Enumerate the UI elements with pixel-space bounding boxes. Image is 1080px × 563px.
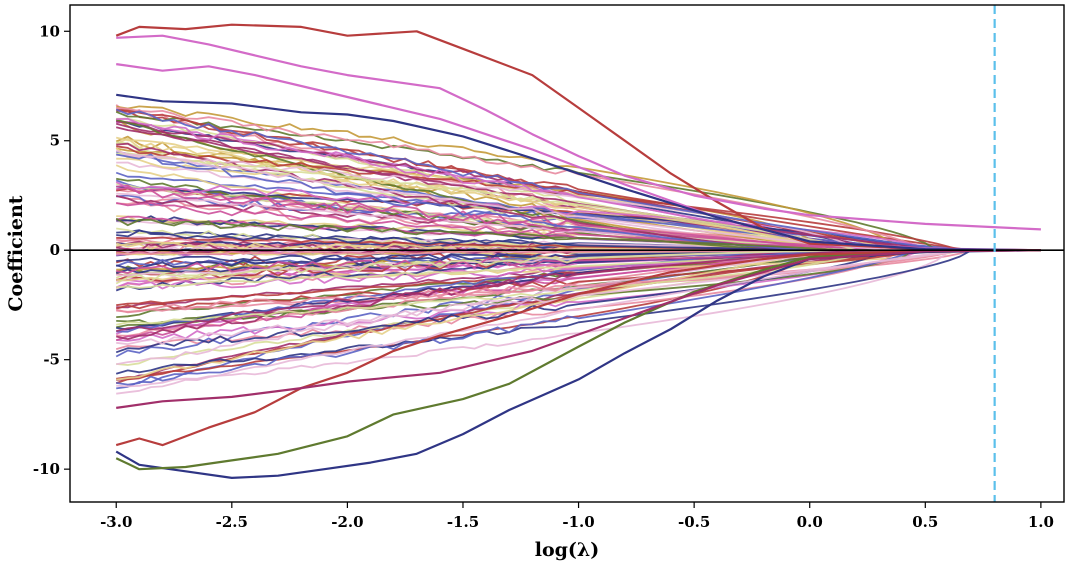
coefficient-path-bottom-4 <box>116 249 1041 409</box>
y-tick-label: 0 <box>50 241 60 259</box>
coefficient-path <box>115 108 1041 252</box>
x-tick-label: -3.0 <box>100 513 132 531</box>
x-tick-label: -1.5 <box>447 513 479 531</box>
y-tick-label: -10 <box>33 460 60 478</box>
coefficient-path-top-2 <box>116 34 1041 231</box>
y-axis-title: Coefficient <box>5 195 27 311</box>
x-tick-label: -1.0 <box>562 513 594 531</box>
y-tick-label: -5 <box>43 351 60 369</box>
coefficient-path-bottom-1 <box>115 249 1041 479</box>
coefficient-path <box>115 181 1041 252</box>
x-tick-label: -2.5 <box>216 513 248 531</box>
axis-ticks: -3.0 -2.5 -2.0 -1.5 -1.0 -0.5 0.0 0.5 1.0 10 5 0 -5 -… <box>33 22 1054 531</box>
y-tick-label: 10 <box>39 22 60 40</box>
x-tick-label: -0.5 <box>678 513 710 531</box>
x-tick-label: 1.0 <box>1028 513 1054 531</box>
coefficient-path <box>116 249 1041 388</box>
coefficient-path <box>116 145 1041 252</box>
x-tick-label: 0.5 <box>912 513 938 531</box>
coefficient-path <box>115 249 1041 375</box>
coefficient-path-top-4 <box>116 93 1041 252</box>
coefficient-path <box>116 249 1041 345</box>
x-tick-label: -2.0 <box>331 513 363 531</box>
x-axis-title: log(λ) <box>535 539 599 561</box>
key-coefficient-paths <box>115 23 1041 479</box>
coefficient-path <box>115 249 1041 314</box>
x-axis-title-text: log(λ) <box>535 539 599 561</box>
plot-frame <box>69 4 1065 503</box>
coefficient-path-bottom-3 <box>115 249 1041 447</box>
coefficient-path <box>116 109 1041 252</box>
coefficient-path-bottom-2 <box>115 249 1041 471</box>
x-tick-label: 0.0 <box>797 513 823 531</box>
y-tick-label: 5 <box>50 132 60 150</box>
